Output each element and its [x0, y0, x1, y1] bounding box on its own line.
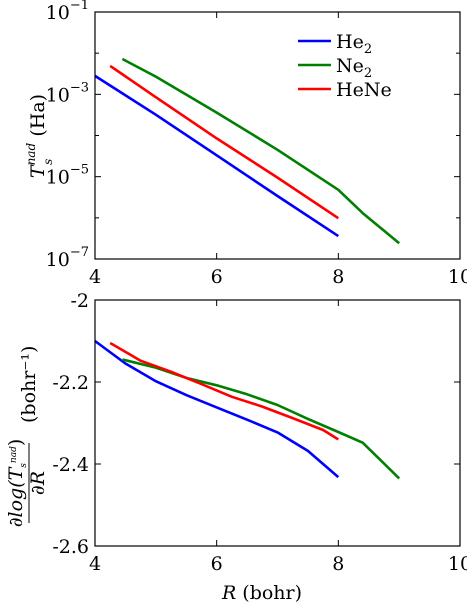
bottom-xlabel-unit: (bohr) — [242, 582, 302, 604]
bottom-xlabel: R (bohr) — [221, 582, 302, 604]
ytick-label: -2.4 — [52, 454, 89, 476]
top-ylabel: Tnad s (Ha) — [24, 94, 55, 178]
bottom-ytick-labels: -2.6 -2.4 -2.2 -2 — [52, 290, 89, 558]
legend: He2 Ne2 HeNe — [298, 31, 392, 101]
ytick-label: 10−3 — [46, 80, 89, 106]
top-ylabel-unit: (Ha) — [27, 94, 49, 137]
bottom-series-lines — [94, 339, 401, 480]
bottom-ticks — [94, 299, 461, 547]
top-panel: 10−7 10−5 10−3 10−1 4 6 8 10 Tnad s (Ha) He2 Ne… — [24, 0, 467, 288]
xtick-label: 4 — [89, 266, 101, 288]
legend-label-he2: He — [336, 31, 364, 53]
top-ytick-labels: 10−7 10−5 10−3 10−1 — [46, 0, 89, 271]
top-ylabel-sup: nad — [24, 143, 38, 166]
bottom-ylabel-unit: (bohr⁻¹) — [18, 346, 40, 423]
ytick-label: -2.6 — [52, 536, 89, 558]
legend-item-he2: He2 — [298, 31, 372, 57]
svg-text:He2: He2 — [336, 31, 372, 57]
legend-item-ne2: Ne2 — [298, 55, 372, 81]
bottom-panel: -2.6 -2.4 -2.2 -2 4 6 8 10 ∂log(Tsnad) ∂R (boh… — [5, 290, 467, 604]
top-series-lines — [94, 57, 401, 245]
xtick-label: 8 — [332, 553, 344, 575]
xtick-label: 8 — [332, 266, 344, 288]
ytick-label: 10−1 — [46, 0, 89, 24]
svg-text:HeNe: HeNe — [336, 79, 392, 101]
series-line-he2 — [94, 339, 340, 479]
bottom-ylabel-numerator: ∂log(T — [5, 466, 27, 527]
legend-label-ne2-sub: 2 — [364, 66, 372, 81]
ytick-label: 10−5 — [46, 163, 89, 189]
xtick-label: 6 — [211, 266, 223, 288]
series-line-ne2 — [122, 358, 401, 480]
svg-text:∂log(Tsnad): ∂log(Tsnad) — [5, 439, 29, 528]
xtick-label: 4 — [89, 553, 101, 575]
svg-text:Ne2: Ne2 — [336, 55, 372, 81]
series-line-hene — [109, 341, 339, 441]
top-ylabel-base: T — [27, 164, 49, 178]
ytick-label: 10−7 — [46, 245, 89, 271]
top-ticks — [94, 11, 461, 260]
top-xtick-labels: 4 6 8 10 — [89, 266, 467, 288]
ytick-label: -2.2 — [52, 372, 89, 394]
xtick-label: 10 — [448, 266, 467, 288]
top-ylabel-sub: s — [41, 159, 55, 165]
bottom-axes-frame — [94, 299, 461, 547]
legend-label-hene: HeNe — [336, 79, 392, 101]
legend-label-he2-sub: 2 — [364, 42, 372, 57]
bottom-xtick-labels: 4 6 8 10 — [89, 553, 467, 575]
xtick-label: 10 — [448, 553, 467, 575]
bottom-ylabel-denominator: ∂R — [27, 471, 49, 495]
top-axes-frame — [94, 11, 461, 260]
series-line-hene — [109, 64, 340, 220]
ytick-label: -2 — [70, 290, 89, 312]
xtick-label: 6 — [211, 553, 223, 575]
series-line-ne2 — [121, 57, 401, 245]
legend-item-hene: HeNe — [298, 79, 392, 101]
legend-label-ne2: Ne — [336, 55, 364, 77]
bottom-ylabel: ∂log(Tsnad) ∂R (bohr⁻¹) — [5, 346, 49, 528]
bottom-xlabel-symbol: R — [221, 582, 236, 604]
series-line-he2 — [94, 74, 340, 238]
